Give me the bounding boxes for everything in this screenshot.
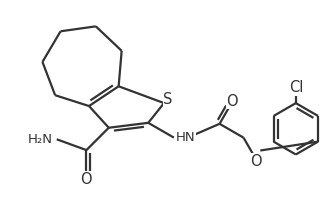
Text: S: S (163, 92, 173, 107)
Text: Cl: Cl (289, 80, 303, 95)
Text: H₂N: H₂N (28, 133, 53, 146)
Text: O: O (226, 94, 238, 109)
Text: HN: HN (176, 131, 196, 144)
Text: O: O (81, 172, 92, 187)
Text: O: O (251, 154, 262, 169)
